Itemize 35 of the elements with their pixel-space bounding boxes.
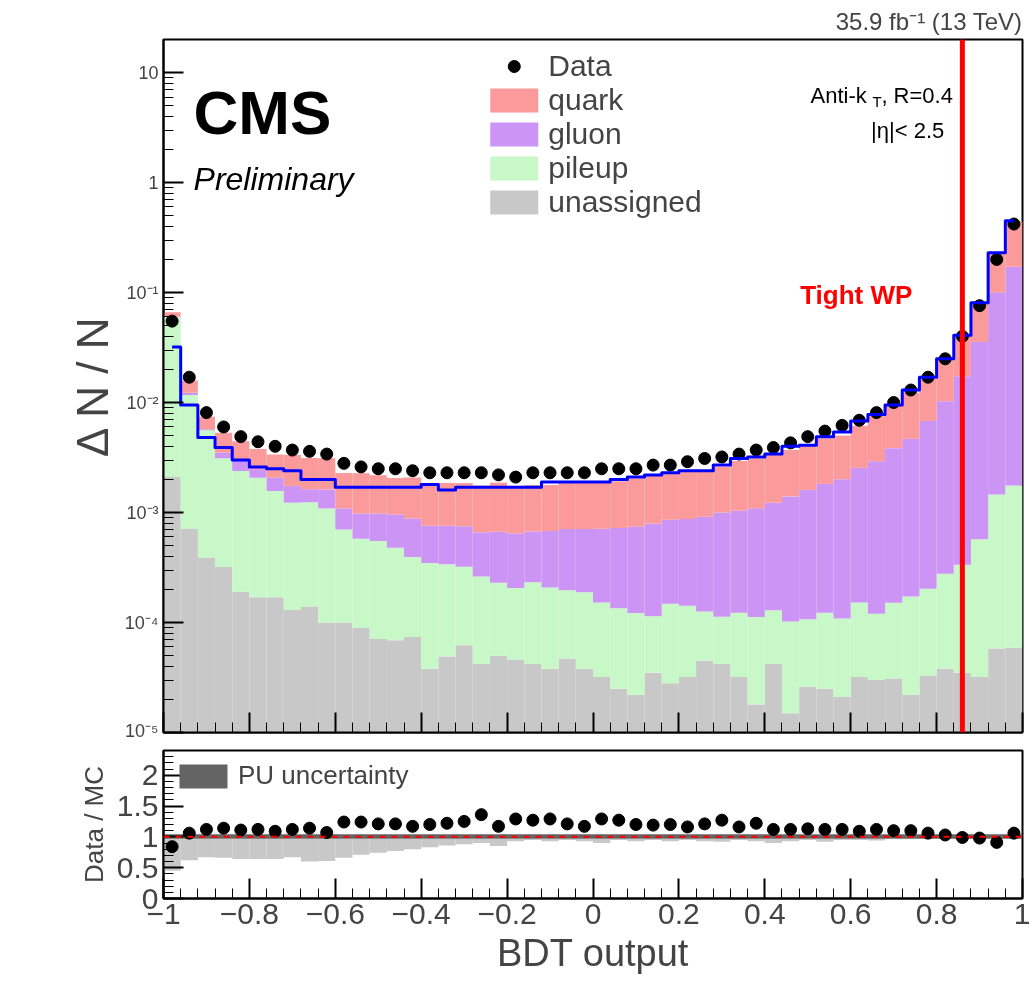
x-tick-label: 0.8 [915, 896, 958, 930]
y-tick-label: 0.5 [116, 850, 159, 884]
x-tick-label: 0.2 [658, 896, 700, 930]
annotation: CMS [193, 78, 332, 148]
text: 35.9 fb⁻¹ (13 TeV) [835, 7, 1023, 35]
x-tick-label: 0 [584, 896, 602, 930]
legend-label: quark [548, 83, 624, 117]
y-tick-label: 10⁻⁵ [125, 720, 159, 741]
y-tick-label: 10⁻² [126, 392, 159, 413]
x-tick-label: 0.4 [743, 896, 786, 930]
legend-label: pileup [548, 151, 629, 185]
y-tick-label: 1.5 [116, 789, 159, 822]
x-tick-label: −0.8 [219, 896, 280, 930]
legend-label: Data [548, 49, 612, 83]
y-tick-label: 10⁻¹ [126, 282, 159, 303]
x-tick-label: 1 [1013, 896, 1031, 930]
x-tick-label: −0.2 [477, 896, 537, 930]
x-axis-title: BDT output [496, 931, 689, 974]
y-tick-label: 10⁻⁴ [124, 612, 159, 633]
annotation: |η|< 2.5 [871, 117, 945, 143]
x-tick-label: 0.6 [829, 896, 872, 930]
y-tick-label: 1 [148, 172, 159, 193]
annotation: Preliminary [193, 160, 356, 197]
legend-label: PU uncertainty [238, 760, 409, 791]
ref-line-label: Tight WP [800, 279, 913, 310]
y-tick-label: 10⁻³ [126, 502, 159, 523]
y-tick-label: 10 [138, 62, 159, 83]
y-tick-label: 1 [141, 819, 159, 853]
legend-label: unassigned [548, 185, 702, 219]
y-tick-label: 2 [141, 758, 159, 792]
legend-label: gluon [548, 117, 622, 151]
y-axis-title: Δ N / N [67, 317, 117, 457]
x-tick-label: −0.6 [305, 896, 365, 930]
x-tick-label: −0.4 [391, 896, 451, 930]
y-axis-title: Data / MC [78, 765, 109, 884]
